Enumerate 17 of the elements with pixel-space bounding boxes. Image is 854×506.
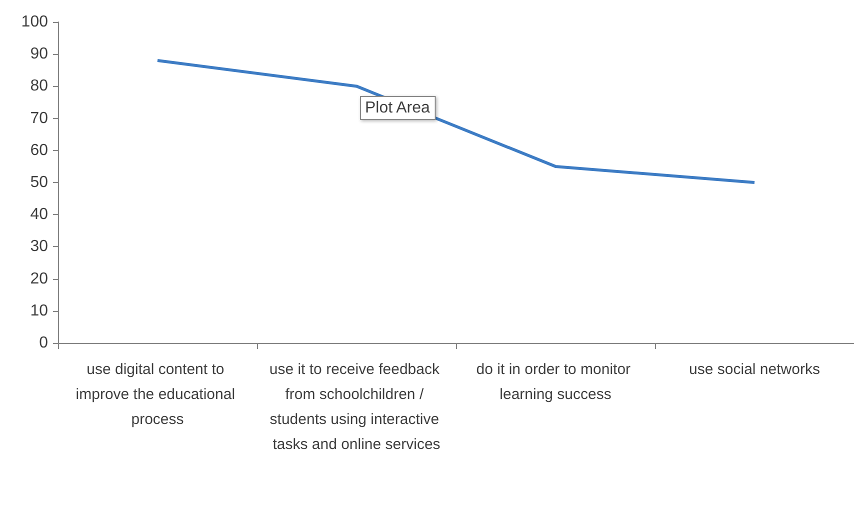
x-tick-label: do it in order to monitor learning success	[476, 361, 635, 403]
y-tick-label: 100	[21, 14, 48, 30]
y-tick-label: 30	[30, 238, 48, 256]
annotation: Plot Area	[365, 100, 430, 116]
y-tick-label: 20	[30, 270, 48, 288]
y-tick-label: 0	[39, 334, 48, 352]
y-tick-label: 80	[30, 78, 48, 95]
y-tick-label: 40	[30, 206, 48, 224]
y-tick-label: 10	[30, 302, 48, 320]
y-tick-label: 50	[30, 174, 48, 191]
y-tick-label: 60	[30, 142, 48, 159]
x-tick-label: use digital content to improve the educational process	[76, 361, 240, 428]
line-series	[156, 59, 756, 184]
y-tick-label: 90	[30, 46, 48, 63]
y-tick-label: 70	[30, 110, 48, 127]
x-tick-label: use it to receive feedback from schoolchildren / students using interactive tasks and online services	[269, 361, 444, 453]
x-tick-label: use social networks	[689, 361, 820, 378]
